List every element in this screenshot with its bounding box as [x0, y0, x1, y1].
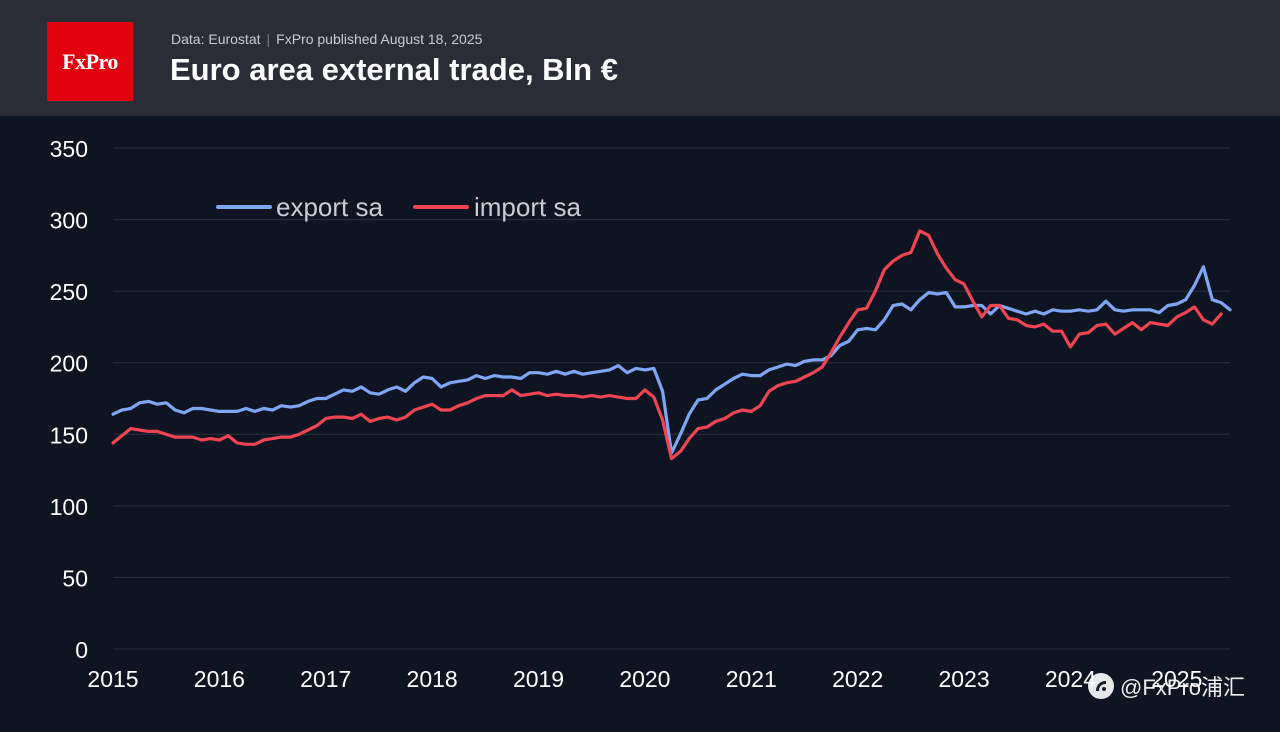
- legend-label: export sa: [276, 192, 383, 222]
- y-tick-label: 50: [62, 565, 88, 591]
- series-line-import: [111, 229, 1223, 461]
- y-tick-label: 250: [50, 279, 88, 305]
- y-tick-label: 300: [50, 208, 88, 234]
- x-tick-label: 2017: [300, 666, 351, 692]
- x-tick-label: 2022: [832, 666, 883, 692]
- y-tick-label: 100: [50, 494, 88, 520]
- logo-text: FxPro: [62, 48, 118, 74]
- x-tick-label: 2020: [619, 666, 670, 692]
- separator: |: [266, 31, 271, 47]
- y-tick-label: 200: [50, 351, 88, 377]
- series-line-export: [111, 265, 1232, 455]
- x-tick-label: 2016: [194, 666, 245, 692]
- line-chart: 0 50 100 150 200 250 300 350 2015 2016 2017 2018 201…: [50, 136, 1232, 692]
- x-tick-label: 2025: [1151, 666, 1202, 692]
- x-tick-label: 2019: [513, 666, 564, 692]
- social-app-icon: [1088, 673, 1114, 699]
- page-title: Euro area external trade, Bln €: [170, 52, 618, 87]
- y-tick-label: 0: [75, 637, 88, 663]
- x-tick-label: 2024: [1045, 666, 1096, 692]
- fxpro-logo: FxPro: [47, 22, 133, 101]
- x-tick-label: 2023: [938, 666, 989, 692]
- watermark-text: @FxPro浦汇: [1120, 675, 1246, 700]
- header-bar: FxPro Data: Eurostat | FxPro published Aug…: [0, 0, 1280, 116]
- x-tick-label: 2015: [87, 666, 138, 692]
- y-tick-label: 350: [50, 136, 88, 162]
- watermark: @FxPro浦汇: [1088, 670, 1245, 702]
- x-tick-label: 2021: [726, 666, 777, 692]
- x-tick-label: 2018: [407, 666, 458, 692]
- published-label: FxPro published August 18, 2025: [276, 31, 483, 47]
- data-source-label: Data: Eurostat: [171, 31, 261, 47]
- y-tick-label: 150: [50, 422, 88, 448]
- source-line: Data: Eurostat | FxPro published August 18…: [171, 31, 482, 47]
- legend-label: import sa: [474, 192, 581, 222]
